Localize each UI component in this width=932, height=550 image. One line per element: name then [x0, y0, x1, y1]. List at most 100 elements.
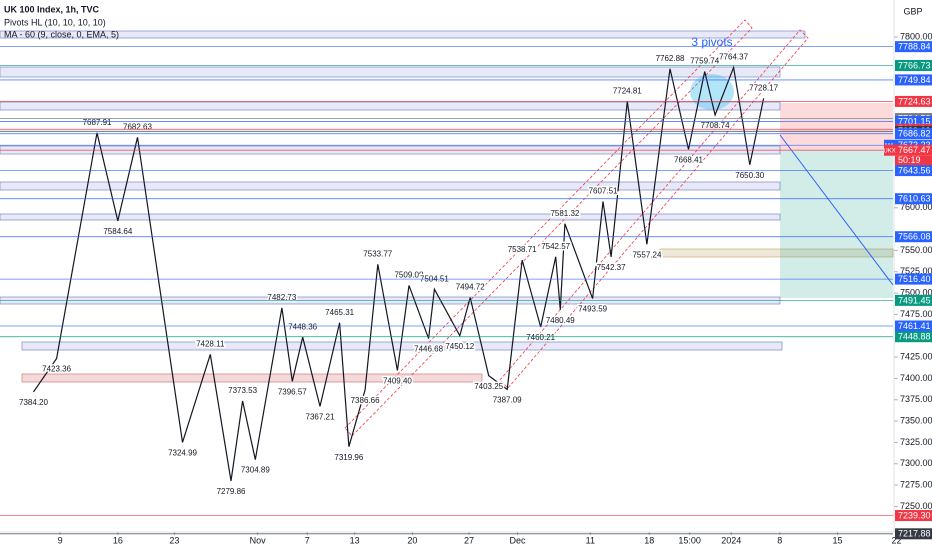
pivot-label: 7682.63 [123, 122, 152, 131]
pivot-label: 7538.71 [508, 245, 537, 254]
series-tag-label: UKX [883, 148, 895, 154]
pivot-highlight [690, 74, 734, 110]
price-tag-label: 7461.41 [898, 321, 931, 331]
pivot-label: 7480.49 [546, 316, 575, 325]
indicator-label: Pivots HL (10, 10, 10, 10) [4, 17, 106, 27]
price-tag-label: 7516.40 [898, 274, 931, 284]
pivot-label: 7460.21 [526, 333, 555, 342]
channel-band [499, 29, 809, 389]
y-tick-label: 7275.00 [900, 479, 932, 489]
pivot-label: 7687.91 [83, 118, 112, 127]
price-tag [895, 115, 932, 127]
price-tag-label: 7724.63 [898, 96, 931, 106]
pivot-label: 7668.41 [674, 156, 703, 165]
x-tick-label: 18 [644, 535, 654, 545]
zone [21, 341, 783, 351]
pivot-label: 7708.74 [701, 121, 730, 130]
pivot-label: 7279.86 [217, 487, 246, 496]
pivot-label: 7509.00 [394, 271, 423, 280]
price-tag [895, 165, 932, 177]
x-tick-label: 22 [891, 535, 901, 545]
pivot-label: 7373.53 [228, 386, 257, 395]
price-tag [895, 74, 932, 86]
y-tick-label: 7250.00 [900, 501, 932, 511]
pivot-label: 7387.09 [493, 396, 522, 405]
pivot-label: 7465.31 [325, 308, 354, 317]
price-tag-label: 7448.88 [898, 332, 931, 342]
price-tag-label: 7491.45 [898, 295, 931, 305]
x-tick-label: 15 [833, 535, 843, 545]
price-tag-label: 7239.30 [898, 510, 931, 520]
annotation: 3 pivots [691, 35, 732, 49]
indicator-label: MA - 60 (9, close, 0, EMA, 5) [4, 29, 119, 39]
y-tick-label: 7500.00 [900, 287, 932, 297]
x-tick-label: 13 [350, 535, 360, 545]
zone [0, 101, 781, 111]
projection-line [779, 134, 894, 286]
price-tag-label: 7701.15 [898, 116, 931, 126]
pivot-label: 7762.88 [656, 54, 685, 63]
price-tag-label: 7643.56 [898, 165, 931, 175]
pivot-label: 7724.81 [613, 86, 642, 95]
channel-band [344, 19, 753, 437]
x-tick-label: 20 [407, 535, 417, 545]
price-tag [895, 528, 932, 540]
price-tag [895, 320, 932, 332]
stop-zone [780, 103, 893, 150]
pivot-label: 7396.57 [278, 387, 307, 396]
y-tick-label: 7525.00 [900, 266, 932, 276]
zone [0, 66, 781, 78]
pivot-label: 7728.17 [749, 84, 778, 93]
x-tick-label: 9 [58, 535, 63, 545]
pivot-label: 7448.36 [288, 322, 317, 331]
pivot-label: 7759.74 [690, 57, 719, 66]
pivot-label: 7607.51 [589, 186, 618, 195]
y-tick-label: 7475.00 [900, 309, 932, 319]
zone [0, 181, 781, 191]
price-tag [895, 273, 932, 285]
pivot-label: 7542.37 [597, 263, 626, 272]
price-tag-label: 7217.88 [898, 529, 931, 539]
countdown-tag [895, 155, 932, 166]
pivot-label: 7493.59 [578, 305, 607, 314]
pivot-label: 7423.36 [42, 365, 71, 374]
x-tick-label: 11 [586, 535, 595, 545]
currency: GBP [903, 6, 922, 16]
pivot-label: 7367.21 [306, 413, 335, 422]
x-tick-label: 15:00 [678, 535, 701, 545]
chart-title: UK 100 Index, 1h, TVC [4, 4, 100, 14]
x-tick-label: 23 [169, 535, 179, 545]
pivot-label: 7304.89 [241, 466, 270, 475]
price-tag-label: 7766.73 [898, 60, 931, 70]
pivot-label: 7533.77 [363, 249, 392, 258]
price-tag [895, 231, 932, 243]
countdown: 50:19 [898, 155, 921, 165]
y-tick-label: 7425.00 [900, 351, 932, 361]
pivot-label: 7650.30 [735, 171, 764, 180]
pivot-label: 7542.57 [541, 242, 570, 251]
y-tick-label: 7550.00 [900, 245, 932, 255]
x-tick-label: 27 [464, 535, 474, 545]
pivot-label: 7403.25 [474, 382, 503, 391]
zone [21, 373, 483, 383]
pivot-label: 7428.11 [196, 340, 225, 349]
price-tag [895, 294, 932, 306]
pivot-label: 7446.68 [414, 345, 443, 354]
x-tick-label: Nov [250, 535, 267, 545]
y-tick-label: 7400.00 [900, 373, 932, 383]
channel [344, 19, 809, 437]
zone [0, 30, 806, 39]
pivot-label: 7557.24 [632, 250, 661, 259]
price-tag [895, 60, 932, 72]
price-tag-label: 7566.08 [898, 232, 931, 242]
pivot-label: 7324.99 [168, 449, 197, 458]
y-tick-label: 7300.00 [900, 458, 932, 468]
zone [659, 248, 894, 258]
y-tick-label: 7350.00 [900, 415, 932, 425]
x-tick-label: 8 [777, 535, 782, 545]
pivot-label: 7494.72 [456, 283, 485, 292]
series-tag [884, 144, 895, 156]
price-tag [895, 144, 932, 156]
price-tag [895, 510, 932, 522]
